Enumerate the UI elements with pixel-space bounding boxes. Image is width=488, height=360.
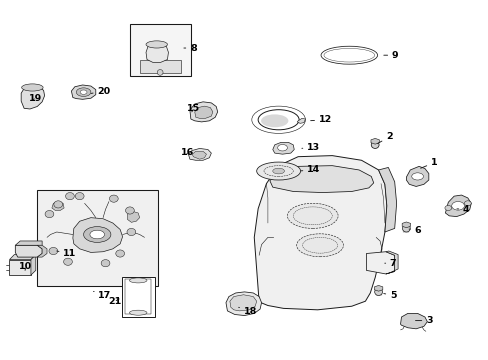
Ellipse shape [101,260,110,267]
Polygon shape [73,218,122,252]
Polygon shape [366,252,394,274]
Ellipse shape [451,202,464,210]
Text: 8: 8 [183,44,196,53]
Ellipse shape [272,168,284,174]
Polygon shape [269,166,373,193]
Polygon shape [374,285,382,291]
Text: 20: 20 [91,86,110,95]
Text: 21: 21 [108,297,122,306]
Ellipse shape [256,162,300,180]
Text: 6: 6 [408,226,420,235]
Ellipse shape [63,258,72,265]
Bar [125,279,151,315]
Ellipse shape [129,310,147,315]
Ellipse shape [83,226,111,242]
Ellipse shape [321,46,377,64]
Ellipse shape [54,201,62,208]
Ellipse shape [444,206,451,211]
Text: 10: 10 [19,262,32,271]
Polygon shape [194,106,212,118]
Polygon shape [15,245,42,257]
Ellipse shape [125,207,134,214]
Text: 11: 11 [57,249,76,258]
Polygon shape [401,222,410,228]
Text: 15: 15 [186,104,200,113]
Polygon shape [71,85,96,99]
Ellipse shape [411,173,423,180]
Text: 18: 18 [238,307,256,316]
Polygon shape [21,86,44,109]
Ellipse shape [90,230,104,239]
Text: 9: 9 [383,51,398,60]
Ellipse shape [277,144,287,151]
Text: 3: 3 [415,316,431,325]
Text: 19: 19 [29,94,42,103]
Polygon shape [370,138,379,144]
Bar [122,277,155,317]
Ellipse shape [464,201,470,206]
Polygon shape [225,292,261,316]
Ellipse shape [65,193,74,200]
Polygon shape [188,148,211,160]
Polygon shape [15,241,42,245]
Polygon shape [146,43,168,62]
Bar [140,59,181,73]
Polygon shape [229,295,256,311]
Ellipse shape [287,203,337,228]
Ellipse shape [146,41,167,48]
Ellipse shape [21,84,43,91]
Polygon shape [189,102,217,122]
Ellipse shape [76,88,91,96]
Polygon shape [9,260,31,275]
Polygon shape [127,212,140,222]
Text: 17: 17 [93,291,111,300]
Polygon shape [272,142,294,154]
Ellipse shape [116,250,124,257]
Text: 1: 1 [420,158,436,168]
Text: 16: 16 [181,148,194,157]
Text: 7: 7 [384,259,396,268]
Text: 12: 12 [310,115,331,124]
Ellipse shape [75,193,84,200]
Ellipse shape [370,141,378,148]
Ellipse shape [127,228,136,235]
Ellipse shape [49,247,58,255]
Polygon shape [37,245,47,257]
Text: 2: 2 [377,132,392,144]
Polygon shape [406,166,428,186]
Ellipse shape [374,288,382,296]
Ellipse shape [80,90,87,94]
Polygon shape [400,314,427,329]
Polygon shape [31,255,36,275]
Ellipse shape [129,278,147,283]
Polygon shape [297,118,305,123]
Bar [37,190,158,286]
Polygon shape [378,167,396,232]
Text: 14: 14 [300,166,320,175]
Text: 4: 4 [456,205,468,214]
Polygon shape [254,156,386,310]
Polygon shape [192,151,206,159]
Polygon shape [385,251,397,274]
Ellipse shape [45,211,54,218]
Text: 5: 5 [383,291,395,300]
Ellipse shape [157,69,163,75]
Polygon shape [9,255,36,260]
Ellipse shape [261,114,288,127]
Ellipse shape [109,195,118,202]
Polygon shape [52,202,64,211]
Bar [130,24,190,76]
Ellipse shape [296,234,343,257]
Ellipse shape [402,225,409,232]
Polygon shape [445,195,470,217]
Text: 13: 13 [301,143,319,152]
